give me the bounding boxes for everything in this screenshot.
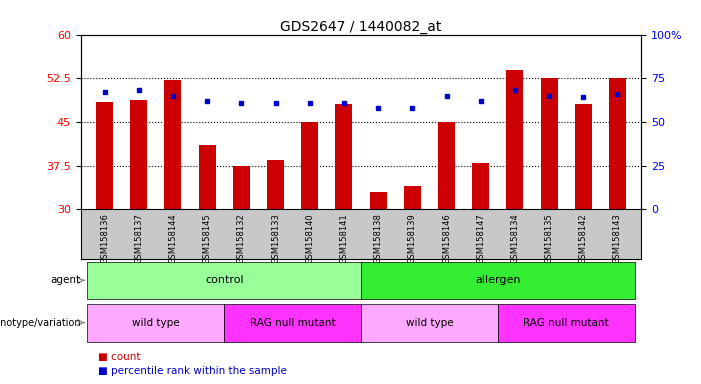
Bar xyxy=(609,78,626,209)
Bar xyxy=(472,163,489,209)
Bar xyxy=(575,104,592,209)
Text: GSM158138: GSM158138 xyxy=(374,213,383,264)
Text: ■ count: ■ count xyxy=(98,352,141,362)
Text: RAG null mutant: RAG null mutant xyxy=(524,318,609,328)
Text: GSM158132: GSM158132 xyxy=(237,213,246,264)
Bar xyxy=(498,305,634,342)
Text: GSM158137: GSM158137 xyxy=(135,213,143,264)
Text: GSM158135: GSM158135 xyxy=(545,213,554,264)
Bar xyxy=(361,305,498,342)
Title: GDS2647 / 1440082_at: GDS2647 / 1440082_at xyxy=(280,20,442,33)
Bar xyxy=(335,104,353,209)
Text: GSM158139: GSM158139 xyxy=(408,213,417,264)
Text: control: control xyxy=(205,275,243,285)
Bar xyxy=(198,145,216,209)
Text: wild type: wild type xyxy=(406,318,454,328)
Bar xyxy=(438,122,455,209)
Bar xyxy=(88,262,361,300)
Bar xyxy=(224,305,361,342)
Text: GSM158133: GSM158133 xyxy=(271,213,280,264)
Text: GSM158141: GSM158141 xyxy=(339,213,348,264)
Text: GSM158147: GSM158147 xyxy=(476,213,485,264)
Bar xyxy=(301,122,318,209)
Bar xyxy=(404,186,421,209)
Bar xyxy=(88,305,224,342)
Text: GSM158144: GSM158144 xyxy=(168,213,177,264)
Text: GSM158140: GSM158140 xyxy=(305,213,314,264)
Bar xyxy=(165,80,182,209)
Text: wild type: wild type xyxy=(132,318,179,328)
Text: GSM158134: GSM158134 xyxy=(510,213,519,264)
Text: genotype/variation: genotype/variation xyxy=(0,318,81,328)
Text: GSM158136: GSM158136 xyxy=(100,213,109,264)
Bar xyxy=(130,100,147,209)
Text: allergen: allergen xyxy=(475,275,521,285)
Text: GSM158142: GSM158142 xyxy=(579,213,587,264)
Text: GSM158145: GSM158145 xyxy=(203,213,212,264)
Text: agent: agent xyxy=(51,275,81,285)
Bar xyxy=(361,262,634,300)
Bar xyxy=(267,160,284,209)
Bar xyxy=(233,166,250,209)
Bar xyxy=(506,70,524,209)
Bar xyxy=(540,78,557,209)
Text: GSM158146: GSM158146 xyxy=(442,213,451,264)
Bar xyxy=(96,101,113,209)
Bar xyxy=(369,192,387,209)
Text: RAG null mutant: RAG null mutant xyxy=(250,318,336,328)
Text: ■ percentile rank within the sample: ■ percentile rank within the sample xyxy=(98,366,287,376)
Text: GSM158143: GSM158143 xyxy=(613,213,622,264)
